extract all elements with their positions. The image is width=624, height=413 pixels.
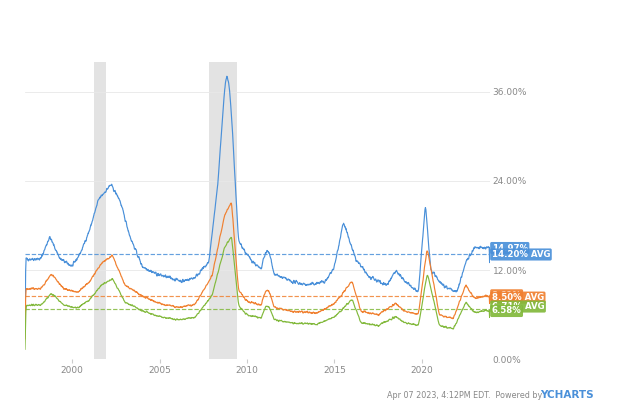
Text: 6.71% AVG: 6.71% AVG — [492, 302, 544, 311]
Text: 8.61%: 8.61% — [492, 291, 522, 300]
Text: 8.50% AVG: 8.50% AVG — [492, 293, 544, 302]
Text: 6.58%: 6.58% — [492, 306, 522, 316]
Text: 14.97%: 14.97% — [492, 244, 528, 252]
Text: Apr 07 2023, 4:12PM EDT.  Powered by: Apr 07 2023, 4:12PM EDT. Powered by — [387, 391, 542, 400]
Text: 14.20% AVG: 14.20% AVG — [492, 250, 550, 259]
Text: YCHARTS: YCHARTS — [540, 390, 593, 400]
Bar — [94, 62, 105, 359]
Bar — [209, 62, 236, 359]
